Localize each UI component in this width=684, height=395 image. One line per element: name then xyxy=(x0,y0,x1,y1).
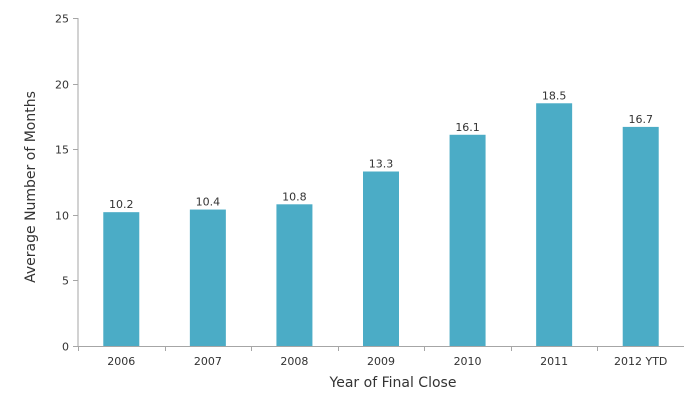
x-tick-label: 2007 xyxy=(194,355,222,368)
x-tick-label: 2006 xyxy=(107,355,135,368)
y-axis: 0 5 10 15 20 25 xyxy=(55,13,79,354)
data-labels: 10.2 10.4 10.8 13.3 16.1 18.5 16.7 xyxy=(109,89,653,211)
y-tick-label: 25 xyxy=(55,13,69,26)
data-label: 16.7 xyxy=(628,113,653,126)
data-label: 13.3 xyxy=(369,158,394,171)
x-tick-label: 2008 xyxy=(280,355,308,368)
y-axis-title: Average Number of Months xyxy=(23,91,39,283)
bar-2012-ytd xyxy=(622,126,659,347)
data-label: 10.8 xyxy=(282,190,307,203)
x-axis-title: Year of Final Close xyxy=(329,375,457,391)
x-axis: 2006 2007 2008 2009 2010 2011 2012 YTD xyxy=(78,346,684,368)
bar-2007 xyxy=(189,209,226,346)
y-tick-label: 5 xyxy=(62,275,69,288)
data-label: 16.1 xyxy=(455,121,480,134)
bar-2009 xyxy=(363,171,399,346)
bar-2006 xyxy=(103,212,140,346)
bar-2010 xyxy=(449,134,486,346)
y-tick-label: 0 xyxy=(62,341,69,354)
data-label: 18.5 xyxy=(542,89,567,102)
bars xyxy=(103,103,659,347)
x-tick-label: 2012 YTD xyxy=(614,355,667,368)
x-tick-label: 2010 xyxy=(454,355,482,368)
y-tick-label: 20 xyxy=(55,79,69,92)
y-tick-label: 10 xyxy=(55,210,69,223)
bar-2011 xyxy=(536,103,573,346)
bar-2008 xyxy=(276,204,313,346)
data-label: 10.2 xyxy=(109,198,134,211)
data-label: 10.4 xyxy=(196,196,221,209)
x-tick-label: 2011 xyxy=(540,355,568,368)
y-tick-label: 15 xyxy=(55,144,69,157)
x-tick-label: 2009 xyxy=(367,355,395,368)
